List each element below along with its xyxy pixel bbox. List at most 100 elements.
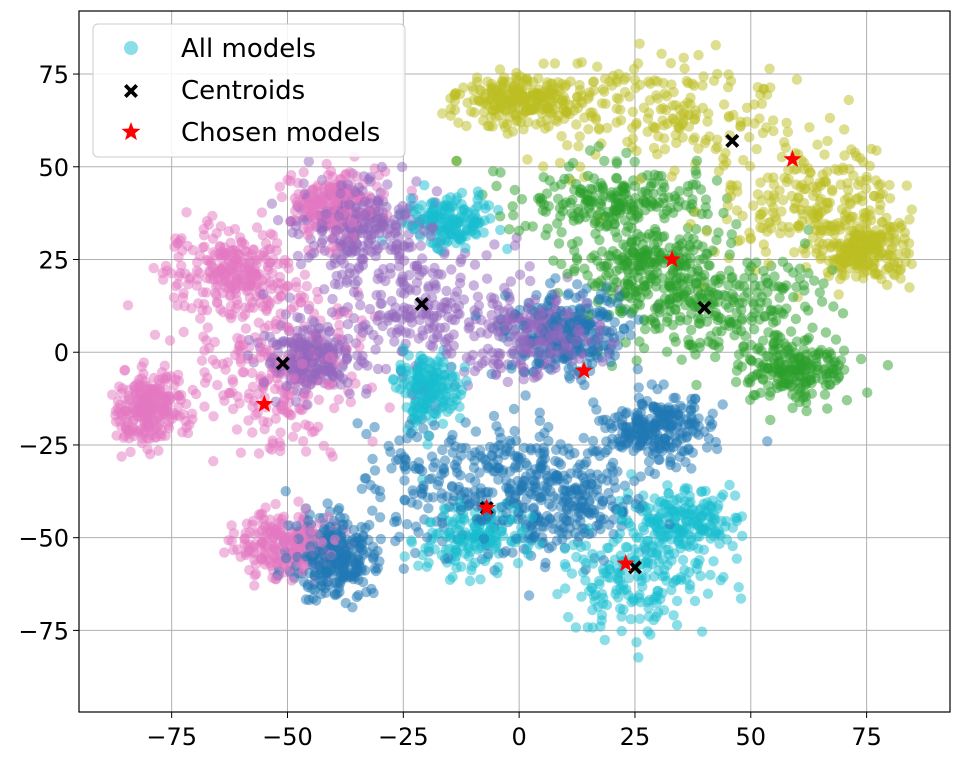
model-point: [403, 242, 414, 253]
model-point: [648, 177, 660, 189]
model-point: [526, 445, 537, 456]
model-point: [731, 553, 742, 564]
model-point: [554, 157, 566, 169]
model-point: [601, 599, 613, 611]
model-point: [281, 407, 292, 418]
model-point: [256, 207, 268, 218]
model-point: [481, 250, 492, 261]
model-point: [514, 269, 526, 280]
model-point: [694, 342, 705, 353]
model-point: [576, 591, 587, 602]
model-point: [781, 176, 792, 188]
model-point: [386, 463, 397, 474]
model-point: [884, 193, 896, 204]
model-point: [632, 58, 644, 69]
model-point: [246, 367, 258, 379]
model-point: [212, 379, 223, 391]
model-point: [758, 206, 769, 217]
model-point: [372, 363, 384, 375]
model-point: [303, 156, 314, 167]
model-point: [694, 554, 705, 566]
model-point: [329, 402, 340, 414]
model-point: [625, 614, 637, 625]
model-point: [292, 199, 303, 211]
model-point: [240, 323, 252, 334]
model-point: [502, 376, 513, 388]
model-point: [342, 377, 353, 388]
model-point: [394, 248, 405, 259]
model-point: [226, 520, 237, 531]
model-point: [776, 151, 788, 163]
model-point: [611, 584, 622, 596]
model-point: [399, 551, 410, 562]
model-point: [552, 588, 563, 600]
model-point: [518, 374, 529, 385]
model-point: [674, 451, 686, 462]
model-point: [652, 76, 663, 87]
model-point: [293, 496, 304, 507]
model-point: [611, 156, 622, 167]
model-point: [803, 224, 814, 235]
model-point: [618, 239, 629, 250]
model-point: [757, 127, 769, 139]
model-point: [816, 296, 828, 307]
model-point: [818, 278, 829, 289]
model-point: [899, 227, 911, 238]
model-point: [342, 319, 354, 330]
model-point: [667, 319, 678, 331]
model-point: [739, 273, 750, 284]
model-point: [418, 213, 430, 224]
model-point: [534, 447, 546, 459]
model-point: [382, 179, 393, 190]
model-point: [774, 292, 785, 303]
model-point: [838, 345, 850, 356]
model-point: [745, 233, 756, 245]
model-point: [403, 219, 414, 230]
model-point: [788, 291, 799, 303]
model-point: [385, 446, 396, 457]
model-point: [710, 143, 721, 155]
model-point: [718, 99, 730, 110]
model-point: [612, 232, 623, 243]
model-point: [235, 447, 247, 458]
model-point: [361, 428, 372, 440]
model-point: [538, 161, 549, 172]
model-point: [556, 131, 567, 142]
model-point: [611, 117, 622, 128]
model-point: [711, 175, 723, 186]
model-point: [367, 436, 378, 447]
model-point: [746, 356, 758, 367]
model-point: [291, 421, 302, 433]
model-point: [875, 199, 886, 210]
model-point: [445, 103, 456, 115]
model-point: [284, 292, 295, 303]
model-point: [280, 486, 291, 497]
model-point: [731, 513, 743, 524]
model-point: [178, 326, 189, 338]
model-point: [405, 428, 417, 439]
model-point: [858, 156, 869, 168]
model-point: [286, 575, 297, 586]
model-point: [335, 235, 346, 247]
model-point: [748, 200, 759, 211]
model-point: [427, 268, 439, 279]
model-point: [592, 210, 603, 221]
model-point: [481, 459, 492, 471]
model-point: [372, 563, 383, 574]
model-point: [713, 227, 724, 238]
model-point: [449, 459, 460, 471]
model-point: [736, 304, 747, 316]
model-point: [904, 214, 915, 225]
model-point: [285, 175, 296, 187]
model-point: [700, 137, 711, 149]
model-point: [461, 375, 472, 387]
model-point: [738, 154, 749, 166]
model-point: [570, 292, 582, 303]
model-point: [345, 396, 356, 408]
model-point: [599, 155, 610, 167]
model-point: [906, 258, 917, 270]
model-point: [473, 544, 484, 555]
model-point: [884, 222, 895, 233]
model-point: [827, 186, 838, 197]
model-point: [599, 73, 611, 84]
